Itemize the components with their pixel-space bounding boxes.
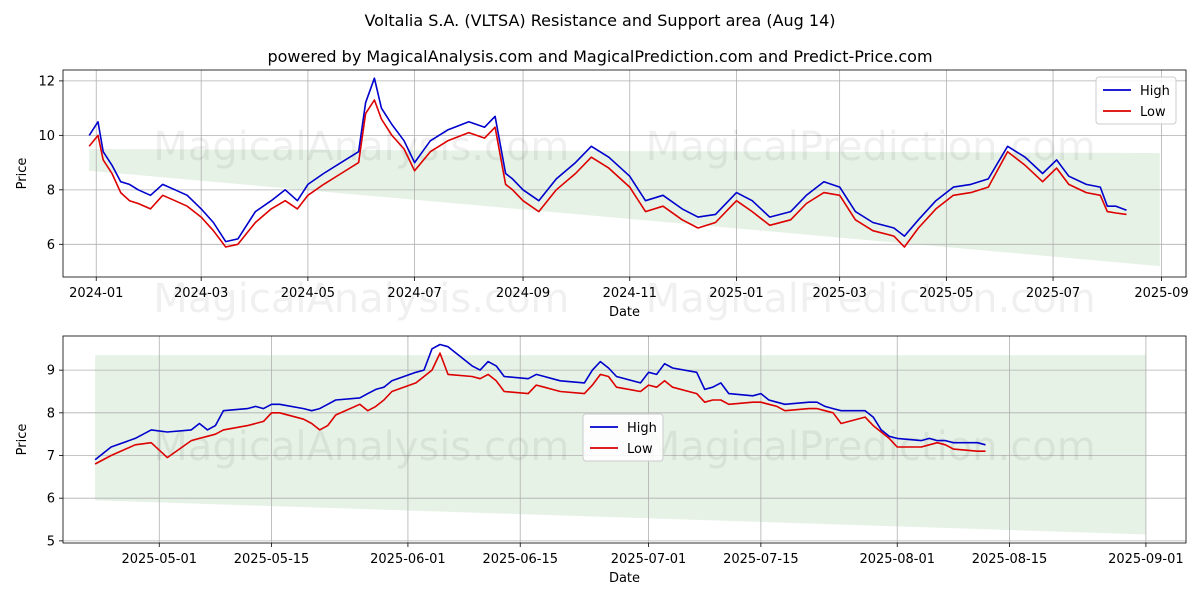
legend: High Low (582, 413, 664, 462)
x-tick-label: 2025-08-01 (859, 552, 935, 567)
x-axis-label: Date (609, 571, 640, 586)
y-tick-label: 7 (47, 449, 55, 464)
x-tick-label: 2024-09 (496, 286, 550, 301)
y-tick-label: 12 (38, 74, 55, 89)
series-line-high (88, 77, 1127, 243)
x-tick-label: 2025-07-01 (611, 552, 687, 567)
y-axis-label: Price (15, 424, 30, 456)
support-resistance-band (89, 148, 1160, 267)
x-tick-label: 2025-05-01 (121, 552, 197, 567)
top-chart-panel: 2024-01 2024-03 2024-05 2024-07 2024-09 2024-… (15, 69, 1189, 322)
x-tick-label: 2024-03 (174, 286, 228, 301)
x-tick-label: 2025-05 (919, 286, 973, 301)
x-tick-label: 2024-01 (69, 286, 123, 301)
y-axis-label: Price (15, 158, 30, 190)
chart-title: Voltalia S.A. (VLTSA) Resistance and Sup… (364, 11, 835, 30)
x-tick-label: 2025-01 (709, 286, 763, 301)
series-line-low (94, 352, 986, 465)
y-tick-label: 8 (47, 183, 55, 198)
x-tick-label: 2025-07 (1026, 286, 1080, 301)
legend: High Low (1095, 76, 1177, 125)
y-tick-label: 5 (47, 534, 55, 549)
x-tick-label: 2024-05 (281, 286, 335, 301)
x-tick-label: 2025-05-15 (234, 552, 310, 567)
legend-box (582, 413, 664, 462)
y-tick-label: 6 (47, 492, 55, 507)
legend-label-high: High (627, 421, 657, 436)
watermark-text: MagicalAnalysis.com MagicalPrediction.co… (153, 276, 1095, 322)
x-axis-label: Date (609, 305, 640, 320)
plot-frame (62, 335, 1187, 544)
y-tick-label: 8 (47, 406, 55, 421)
watermark-text: MagicalAnalysis.com MagicalPrediction.co… (153, 124, 1095, 170)
legend-box (1095, 76, 1177, 125)
y-tick-label: 9 (47, 364, 55, 379)
chart-subtitle: powered by MagicalAnalysis.com and Magic… (267, 47, 932, 66)
x-tick-label: 2024-11 (603, 286, 657, 301)
legend-label-low: Low (1140, 105, 1166, 120)
x-tick-label: 2025-09-01 (1108, 552, 1184, 567)
y-tick-label: 6 (47, 238, 55, 253)
legend-label-low: Low (627, 442, 653, 457)
legend-label-high: High (1140, 84, 1170, 99)
y-tick-label: 10 (38, 129, 55, 144)
bottom-chart-panel: 2025-05-01 2025-05-15 2025-06-01 2025-06-15… (15, 335, 1187, 586)
x-tick-label: 2025-06-15 (482, 552, 558, 567)
x-tick-label: 2025-08-15 (972, 552, 1048, 567)
x-tick-label: 2024-07 (387, 286, 441, 301)
x-tick-label: 2025-07-15 (723, 552, 799, 567)
series-line-low (88, 99, 1127, 248)
plot-frame (62, 69, 1187, 278)
series-line-high (94, 343, 986, 461)
x-tick-label: 2025-09 (1134, 286, 1188, 301)
x-tick-label: 2025-03 (812, 286, 866, 301)
x-tick-label: 2025-06-01 (370, 552, 446, 567)
